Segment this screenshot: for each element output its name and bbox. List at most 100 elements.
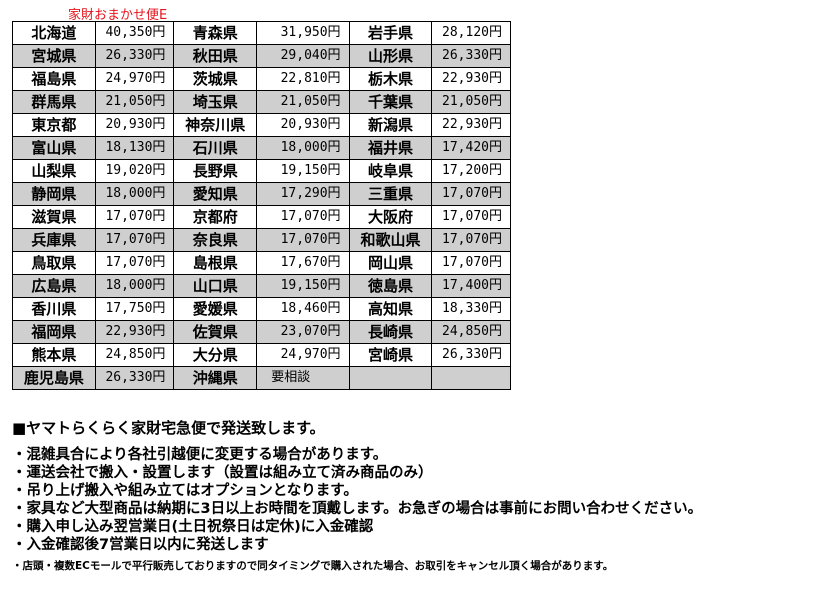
price-cell: 18,130円 <box>94 136 175 160</box>
prefecture-cell: 三重県 <box>348 182 433 206</box>
price-cell: 20,930円 <box>94 113 175 137</box>
price-cell: 26,330円 <box>94 44 175 68</box>
prefecture-cell: 長崎県 <box>348 320 433 344</box>
price-cell: 24,850円 <box>431 320 511 344</box>
price-cell: 18,000円 <box>256 136 350 160</box>
price-cell: 21,050円 <box>431 90 511 114</box>
price-cell: 17,400円 <box>431 274 511 298</box>
price-cell: 17,070円 <box>431 251 511 275</box>
price-cell: 17,070円 <box>256 228 350 252</box>
price-cell: 22,930円 <box>431 67 511 91</box>
price-cell: 22,930円 <box>94 320 175 344</box>
table-row: 東京都 20,930円 神奈川県 20,930円 新潟県 22,930円 <box>12 113 511 137</box>
note-item: ・吊り上げ搬入や組み立てはオプションとなります。 <box>12 483 358 499</box>
table-row: 北海道 40,350円 青森県 31,950円 岩手県 28,120円 <box>12 21 511 45</box>
table-row: 福島県 24,970円 茨城県 22,810円 栃木県 22,930円 <box>12 67 511 91</box>
prefecture-cell: 愛知県 <box>173 182 258 206</box>
prefecture-cell: 新潟県 <box>348 113 433 137</box>
price-cell: 21,050円 <box>94 90 175 114</box>
prefecture-cell: 埼玉県 <box>173 90 258 114</box>
price-cell: 22,930円 <box>431 113 511 137</box>
price-cell: 17,420円 <box>431 136 511 160</box>
table-row: 福岡県 22,930円 佐賀県 23,070円 長崎県 24,850円 <box>12 320 511 344</box>
prefecture-cell: 山口県 <box>173 274 258 298</box>
price-cell: 17,070円 <box>256 205 350 229</box>
prefecture-cell: 福井県 <box>348 136 433 160</box>
prefecture-cell: 奈良県 <box>173 228 258 252</box>
shipping-notes: ■ヤマトらくらく家財宅急便で発送致します。 ・混雑具合により各社引越便に変更する… <box>12 417 702 554</box>
price-cell: 17,070円 <box>94 251 175 275</box>
price-cell: 23,070円 <box>256 320 350 344</box>
price-cell: 17,070円 <box>431 205 511 229</box>
prefecture-cell: 宮崎県 <box>348 343 433 367</box>
prefecture-cell: 鹿児島県 <box>12 366 96 390</box>
notes-heading: ■ヤマトらくらく家財宅急便で発送致します。 <box>12 419 325 437</box>
note-item: ・入金確認後7営業日以内に発送します <box>12 537 269 553</box>
shipping-rate-table: 北海道 40,350円 青森県 31,950円 岩手県 28,120円 宮城県 26,330円… <box>12 21 511 390</box>
prefecture-cell: 岐阜県 <box>348 159 433 183</box>
prefecture-cell: 宮城県 <box>12 44 96 68</box>
prefecture-cell: 京都府 <box>173 205 258 229</box>
table-row: 富山県 18,130円 石川県 18,000円 福井県 17,420円 <box>12 136 511 160</box>
table-row: 熊本県 24,850円 大分県 24,970円 宮崎県 26,330円 <box>12 343 511 367</box>
price-cell: 40,350円 <box>94 21 175 45</box>
prefecture-cell: 山梨県 <box>12 159 96 183</box>
prefecture-cell: 福岡県 <box>12 320 96 344</box>
note-item: ・運送会社で搬入・設置します（設置は組み立て済み商品のみ） <box>12 465 433 481</box>
prefecture-cell: 岩手県 <box>348 21 433 45</box>
prefecture-cell: 山形県 <box>348 44 433 68</box>
note-item: ・家具など大型商品は納期に3日以上お時間を頂戴します。お急ぎの場合は事前にお問い… <box>12 501 703 517</box>
price-cell: 26,330円 <box>431 44 511 68</box>
price-cell: 17,290円 <box>256 182 350 206</box>
price-cell: 22,810円 <box>256 67 350 91</box>
price-cell: 19,150円 <box>256 274 350 298</box>
price-cell: 28,120円 <box>431 21 511 45</box>
prefecture-cell: 福島県 <box>12 67 96 91</box>
price-cell: 19,150円 <box>256 159 350 183</box>
price-cell: 18,330円 <box>431 297 511 321</box>
prefecture-cell: 富山県 <box>12 136 96 160</box>
price-cell: 19,020円 <box>94 159 175 183</box>
prefecture-cell: 島根県 <box>173 251 258 275</box>
prefecture-cell: 愛媛県 <box>173 297 258 321</box>
table-row: 群馬県 21,050円 埼玉県 21,050円 千葉県 21,050円 <box>12 90 511 114</box>
prefecture-cell: 広島県 <box>12 274 96 298</box>
price-cell: 要相談 <box>256 366 350 390</box>
table-row: 鹿児島県 26,330円 沖縄県 要相談 <box>12 366 511 390</box>
shipping-plan-title: 家財おまかせ便E <box>68 8 168 23</box>
price-cell: 17,070円 <box>431 228 511 252</box>
price-cell: 17,200円 <box>431 159 511 183</box>
prefecture-cell: 滋賀県 <box>12 205 96 229</box>
table-row: 香川県 17,750円 愛媛県 18,460円 高知県 18,330円 <box>12 297 511 321</box>
price-cell: 18,000円 <box>94 182 175 206</box>
price-cell: 17,070円 <box>94 205 175 229</box>
prefecture-cell: 沖縄県 <box>173 366 258 390</box>
prefecture-cell: 岡山県 <box>348 251 433 275</box>
table-row: 鳥取県 17,070円 島根県 17,670円 岡山県 17,070円 <box>12 251 511 275</box>
price-cell <box>431 366 511 390</box>
price-cell: 24,970円 <box>94 67 175 91</box>
prefecture-cell: 静岡県 <box>12 182 96 206</box>
price-cell: 21,050円 <box>256 90 350 114</box>
price-cell: 26,330円 <box>431 343 511 367</box>
price-cell: 17,070円 <box>431 182 511 206</box>
table-row: 滋賀県 17,070円 京都府 17,070円 大阪府 17,070円 <box>12 205 511 229</box>
prefecture-cell: 香川県 <box>12 297 96 321</box>
prefecture-cell: 東京都 <box>12 113 96 137</box>
price-cell: 17,070円 <box>94 228 175 252</box>
price-cell: 24,970円 <box>256 343 350 367</box>
prefecture-cell: 神奈川県 <box>173 113 258 137</box>
note-item: ・混雑具合により各社引越便に変更する場合があります。 <box>12 447 388 463</box>
prefecture-cell: 熊本県 <box>12 343 96 367</box>
prefecture-cell: 北海道 <box>12 21 96 45</box>
prefecture-cell: 大阪府 <box>348 205 433 229</box>
prefecture-cell: 高知県 <box>348 297 433 321</box>
table-row: 兵庫県 17,070円 奈良県 17,070円 和歌山県 17,070円 <box>12 228 511 252</box>
prefecture-cell: 兵庫県 <box>12 228 96 252</box>
prefecture-cell: 茨城県 <box>173 67 258 91</box>
prefecture-cell: 大分県 <box>173 343 258 367</box>
prefecture-cell: 栃木県 <box>348 67 433 91</box>
prefecture-cell: 千葉県 <box>348 90 433 114</box>
price-cell: 29,040円 <box>256 44 350 68</box>
price-cell: 31,950円 <box>256 21 350 45</box>
